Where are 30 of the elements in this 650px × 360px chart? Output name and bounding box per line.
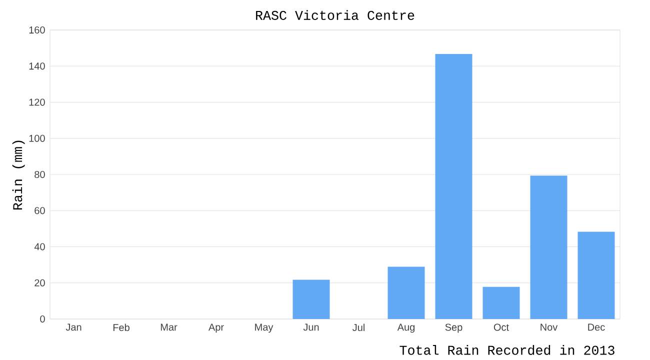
x-tick-label: Apr [208, 324, 224, 333]
x-tick-label: Jan [66, 324, 82, 331]
x-tick-label: Jun [303, 324, 319, 331]
bar [578, 232, 615, 319]
x-tick-label: Sep [445, 324, 462, 333]
y-tick-label: 120 [29, 98, 45, 106]
y-tick-label: 40 [34, 243, 45, 250]
x-tick-label: Nov [540, 324, 558, 331]
bar [388, 266, 425, 319]
y-axis-title: Rain (mm) [12, 140, 25, 210]
x-tick-label: Oct [494, 324, 509, 331]
x-tick-label: Dec [588, 324, 605, 331]
y-tick-label: 60 [34, 207, 45, 214]
y-tick-label: 100 [29, 134, 45, 142]
x-tick-label: Aug [397, 324, 414, 333]
x-tick-label: Jul [352, 324, 364, 332]
y-tick-label: 160 [29, 26, 45, 34]
x-tick-label: Feb [113, 324, 130, 332]
chart-title: RASC Victoria Centre [256, 10, 414, 20]
bar [482, 286, 520, 319]
x-tick-label: May [255, 324, 274, 333]
y-tick-label: 20 [34, 279, 45, 286]
bar [530, 176, 568, 319]
y-tick-label: 80 [34, 170, 45, 178]
y-tick-label: 140 [29, 62, 45, 70]
bar [292, 280, 330, 319]
y-tick-label: 0 [40, 315, 45, 323]
x-axis-title: Total Rain Recorded in 2013 [400, 345, 614, 355]
x-tick-label: Mar [160, 324, 178, 331]
bar [435, 54, 472, 319]
